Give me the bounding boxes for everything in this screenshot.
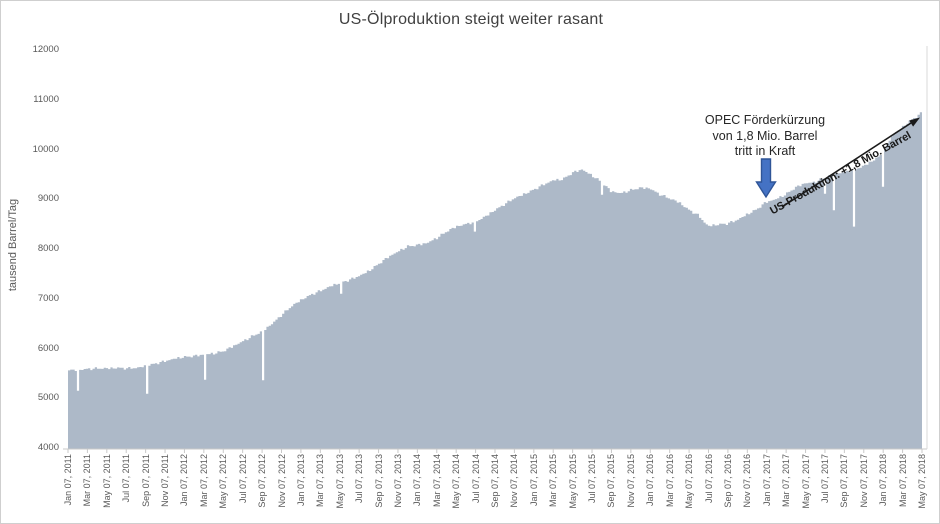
y-tick-label: 4000 [37,442,59,453]
opec-annotation-line-2: von 1,8 Mio. Barrel [712,128,818,143]
opec-annotation: OPEC Förderkürzung von 1,8 Mio. Barrel t… [689,113,841,160]
down-arrow-icon [755,158,777,199]
y-tick-label: 7000 [37,292,59,304]
y-tick-label: 5000 [37,392,59,404]
y-tick-label: 6000 [37,342,59,354]
opec-annotation-line-1: OPEC Förderkürzung [704,113,826,127]
trend-arrow-icon [781,117,920,208]
production-area [68,112,922,449]
y-tick-label: 12000 [32,44,59,55]
chart-title: US-Ölproduktion steigt weiter rasant [338,11,604,28]
y-tick-label: 9000 [37,193,59,205]
opec-annotation-line-3: tritt in Kraft [734,144,796,158]
y-tick-label: 10000 [32,143,59,155]
y-tick-label: 11000 [33,93,59,105]
y-tick-label: 8000 [37,243,59,254]
